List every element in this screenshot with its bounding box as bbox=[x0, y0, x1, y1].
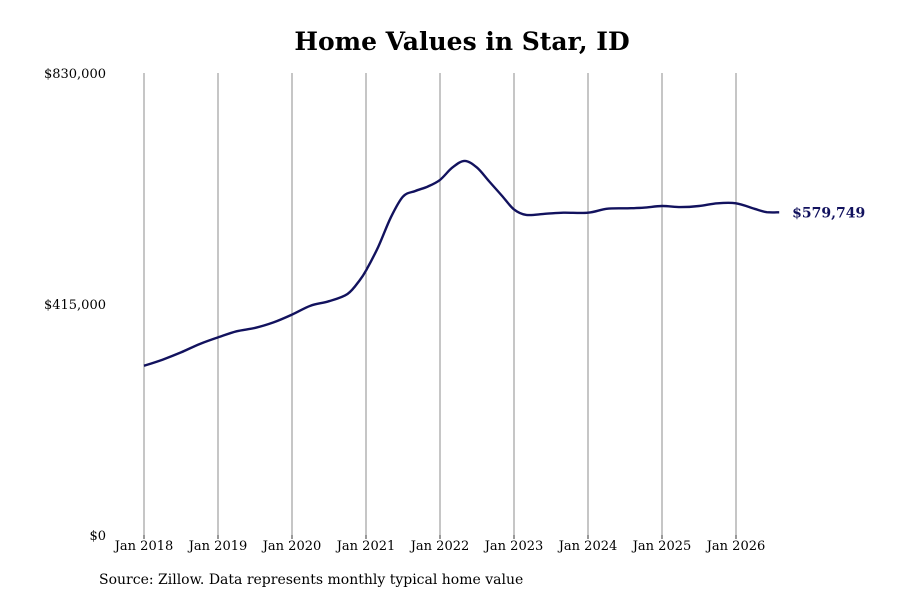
chart-title: Home Values in Star, ID bbox=[294, 27, 630, 56]
x-tick-label: Jan 2026 bbox=[705, 539, 766, 554]
x-tick-label: Jan 2019 bbox=[187, 539, 248, 554]
series-line bbox=[143, 159, 780, 367]
x-tick-label: Jan 2021 bbox=[335, 539, 396, 554]
end-value-label: $579,749 bbox=[792, 205, 865, 221]
y-tick-label: $0 bbox=[89, 529, 106, 544]
x-tick-label: Jan 2025 bbox=[631, 539, 692, 554]
grid-lines bbox=[143, 73, 737, 535]
axes bbox=[143, 535, 737, 539]
x-tick-label: Jan 2020 bbox=[261, 539, 322, 554]
y-tick-label: $830,000 bbox=[44, 67, 106, 82]
series-layer bbox=[143, 159, 780, 367]
source-note: Source: Zillow. Data represents monthly … bbox=[99, 572, 524, 588]
x-tick-label: Jan 2018 bbox=[113, 539, 174, 554]
x-tick-label: Jan 2022 bbox=[409, 539, 470, 554]
x-tick-label: Jan 2023 bbox=[483, 539, 544, 554]
y-tick-label: $415,000 bbox=[44, 298, 106, 313]
tick-labels: Jan 2018 Jan 2019 Jan 2020 Jan 2021 Jan 2022… bbox=[44, 67, 865, 554]
x-tick-label: Jan 2024 bbox=[557, 539, 618, 554]
